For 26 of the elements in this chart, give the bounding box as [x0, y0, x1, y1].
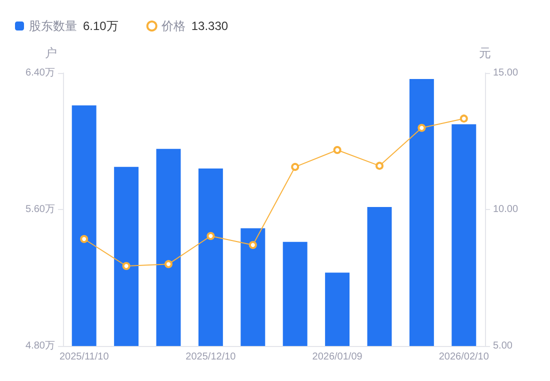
- point: [418, 124, 426, 132]
- text: 6.10万: [83, 19, 118, 33]
- point: [122, 262, 130, 270]
- y2-tick-label: 5.00: [493, 340, 513, 352]
- x-tick-label: 2025/12/10: [186, 352, 236, 362]
- y2-tick-label: 15.00: [493, 68, 518, 78]
- point: [376, 162, 384, 170]
- point: [80, 234, 88, 243]
- y2-tick-label: 10.00: [493, 204, 518, 215]
- point: [333, 146, 342, 154]
- point: [206, 232, 215, 240]
- x-tick-label: 2025/11/10: [59, 352, 110, 362]
- y-tick-label: 5.60万: [26, 204, 55, 215]
- x-tick-label: 2026/02/10: [438, 352, 490, 362]
- point: [164, 260, 172, 268]
- legend-label: 股东数量: [29, 19, 77, 33]
- text: 13.330: [191, 19, 228, 33]
- y-tick-label: 6.40万: [26, 68, 55, 78]
- y-tick-label: 4.80万: [26, 340, 55, 352]
- point: [248, 240, 257, 249]
- x-tick-label: 2026/01/09: [312, 352, 363, 362]
- point: [291, 162, 300, 171]
- point: [460, 114, 468, 123]
- legend-label: 价格: [160, 19, 186, 33]
- y-axis-title: 户: [45, 46, 57, 60]
- y2-axis-title: 元: [479, 46, 491, 60]
